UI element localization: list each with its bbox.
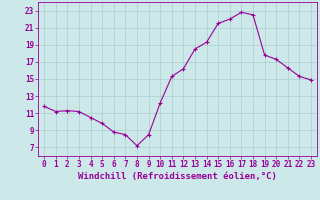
X-axis label: Windchill (Refroidissement éolien,°C): Windchill (Refroidissement éolien,°C) <box>78 172 277 181</box>
